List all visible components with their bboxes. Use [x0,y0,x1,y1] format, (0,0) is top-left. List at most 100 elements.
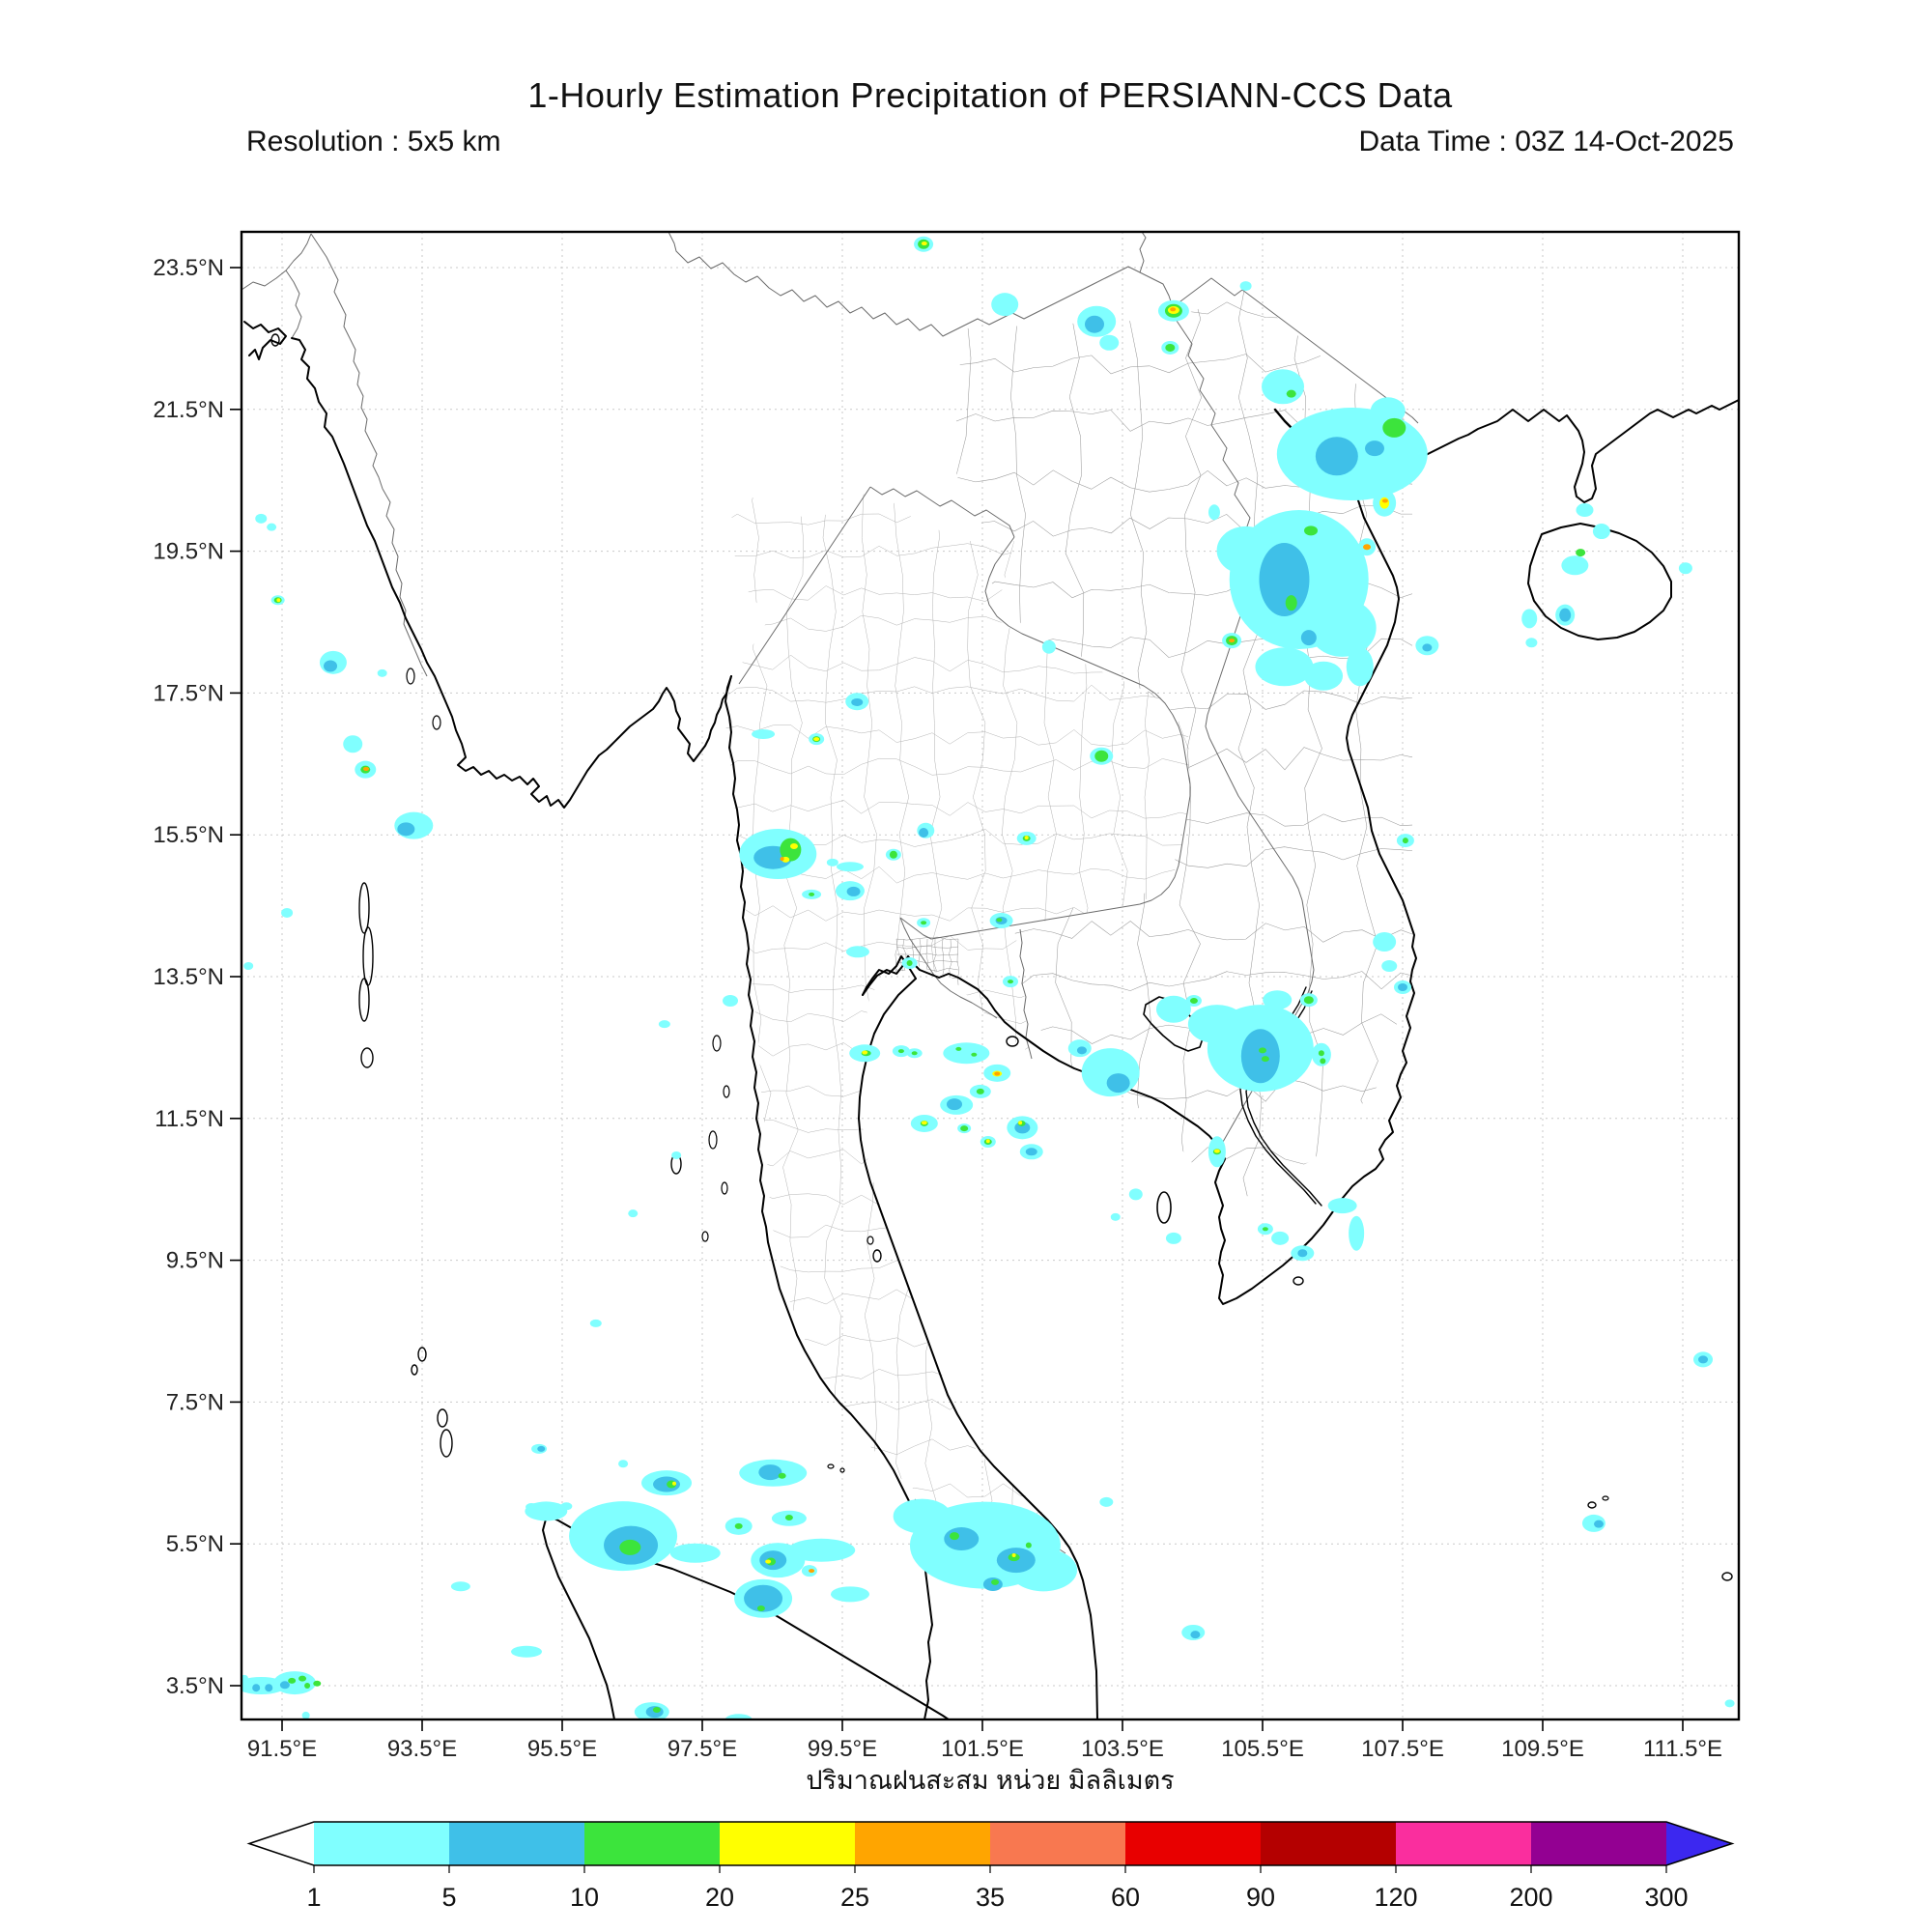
precip-cell [1370,397,1406,425]
y-tick-label: 19.5°N [153,539,224,565]
y-tick-label: 5.5°N [166,1531,224,1557]
precip-cell [1229,639,1236,643]
admin-boundary-line [895,968,959,972]
precip-cell [1208,504,1220,521]
precip-cell [1561,555,1589,576]
precip-cell [397,822,415,837]
precip-cell [343,735,363,753]
admin-boundary-line [723,582,1190,606]
precip-cell [1559,608,1572,622]
thailand-district-mesh [723,488,1190,1536]
colorbar-segment [314,1822,449,1865]
precip-cell [1349,1215,1365,1251]
admin-boundary-line [1111,488,1137,1536]
datatime-label: Data Time : 03Z 14-Oct-2025 [1358,126,1734,157]
precip-cell [1025,1542,1032,1548]
precip-cell [955,1046,962,1051]
precip-cell [1594,1520,1604,1528]
precip-cell [1521,609,1538,629]
precip-cell [652,1706,661,1713]
precip-cell [1678,562,1692,575]
admin-boundary-line [1055,290,1085,1208]
precip-cell [288,1677,297,1684]
x-tick-label: 95.5°E [527,1736,597,1762]
precip-cell [313,1680,322,1687]
precip-cell [1525,638,1538,648]
precip-cell [377,668,387,677]
precip-cell [787,1538,856,1562]
precip-cell [991,293,1019,317]
colorbar-segment [990,1822,1125,1865]
precip-cell [243,961,254,970]
precip-cell [1346,647,1374,687]
precip-cell [628,1209,639,1218]
admin-boundary-line [896,952,959,956]
precip-cell [1025,1148,1037,1156]
xaxis-caption-thai: ปริมาณฝนสะสม หน่วย มิลลิเมตร [806,1766,1174,1795]
precip-cell [1008,1553,1020,1562]
precip-cell [658,1020,670,1029]
precip-cell [672,1481,676,1486]
precip-cell [304,1683,311,1689]
precip-cell [897,1049,904,1054]
precip-cell [1155,995,1191,1023]
precip-cell [778,1472,786,1479]
country-borders [242,232,1419,1554]
y-tick-label: 11.5°N [155,1106,224,1132]
precip-cell [1381,959,1398,972]
precip-cell [1110,1212,1121,1221]
admin-boundary-line [955,971,1412,991]
precip-cell [985,1139,990,1144]
precip-cell [1698,1355,1709,1364]
admin-boundary-line [723,1368,1190,1387]
precip-cell [734,1522,743,1529]
precip-cell [1286,389,1296,398]
precip-cell [279,1681,290,1690]
precip-cell [1381,498,1388,503]
precip-cell [906,960,913,967]
colorbar-tick-label: 120 [1374,1883,1417,1912]
precip-cell [784,1515,793,1521]
precip-cell [671,1151,682,1159]
admin-boundary-line [752,488,772,1536]
precip-cell [893,1498,952,1534]
precip-cell [1187,1005,1246,1044]
resolution-label: Resolution : 5x5 km [246,126,501,157]
precip-cell [1190,1631,1201,1639]
admin-boundary-line [822,488,842,1536]
precip-cell [780,857,784,862]
precip-cell [267,523,277,531]
precip-cell [830,1586,869,1603]
admin-boundary-line [941,938,945,986]
map-frame [240,230,1741,1721]
admin-boundary-line [723,866,1190,884]
admin-boundary-line [723,1331,1190,1350]
colorbar-segment [584,1822,720,1865]
precip-cell [618,1460,629,1468]
x-tick-label: 111.5°E [1643,1736,1722,1762]
admin-boundary-line [949,938,952,986]
precip-cell [1297,1249,1308,1258]
precip-cell [363,766,369,771]
precip-cell [619,1539,641,1555]
axis-ticks [230,267,1684,1731]
precip-cell [846,886,861,896]
precip-cell [1216,526,1275,575]
x-tick-label: 99.5°E [808,1736,877,1762]
precip-cell [1018,1121,1023,1125]
precip-cell [1106,1073,1130,1094]
precip-cell [1259,1047,1266,1054]
precip-cell [1240,1029,1280,1084]
x-tick-label: 103.5°E [1081,1736,1164,1762]
precip-cell [1165,1232,1181,1244]
admin-boundary-line [924,488,943,1536]
admin-boundary-line [955,1078,1412,1102]
precip-cell [252,1684,261,1692]
admin-boundary-line [1179,290,1202,1208]
colorbar-tick-label: 200 [1509,1883,1552,1912]
admin-boundary-line [723,1393,1190,1415]
precip-cell [526,1503,538,1512]
precip-cell [1099,1496,1114,1507]
precip-cell [1304,526,1319,536]
